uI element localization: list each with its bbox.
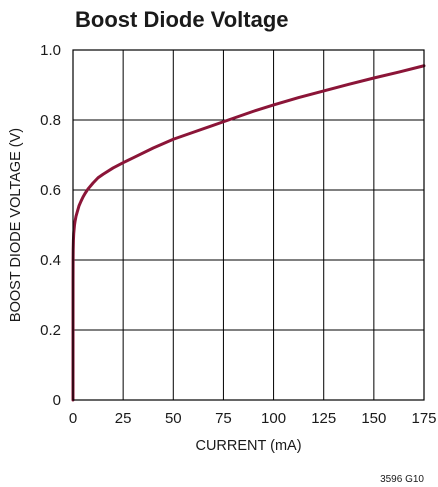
x-tick-label: 0 — [69, 410, 77, 427]
series-layer — [71, 64, 426, 402]
figure-id: 3596 G10 — [380, 474, 424, 485]
x-axis-label: CURRENT (mA) — [195, 438, 301, 454]
plot-frame — [72, 49, 425, 401]
chart-title: Boost Diode Voltage — [75, 7, 289, 32]
x-tick-label: 125 — [311, 410, 336, 427]
grid-lines — [73, 50, 424, 400]
x-tick-label: 175 — [411, 410, 436, 427]
x-tick-label: 25 — [115, 410, 132, 427]
x-tick-label: 150 — [361, 410, 386, 427]
y-tick-label: 0.6 — [40, 182, 61, 199]
y-tick-label: 0 — [53, 392, 61, 409]
x-tick-label: 75 — [215, 410, 232, 427]
y-tick-label: 1.0 — [40, 42, 61, 59]
series-line — [71, 64, 426, 402]
x-tick-label: 50 — [165, 410, 182, 427]
y-tick-label: 0.4 — [40, 252, 61, 269]
y-axis-label: BOOST DIODE VOLTAGE (V) — [8, 128, 24, 322]
y-tick-label: 0.2 — [40, 322, 61, 339]
y-tick-label: 0.8 — [40, 112, 61, 129]
x-tick-label: 100 — [261, 410, 286, 427]
tick-labels: 0 25 50 75 100 125 150 175 0 0.2 0.4 0.6 0.8 1.0 — [40, 42, 436, 427]
